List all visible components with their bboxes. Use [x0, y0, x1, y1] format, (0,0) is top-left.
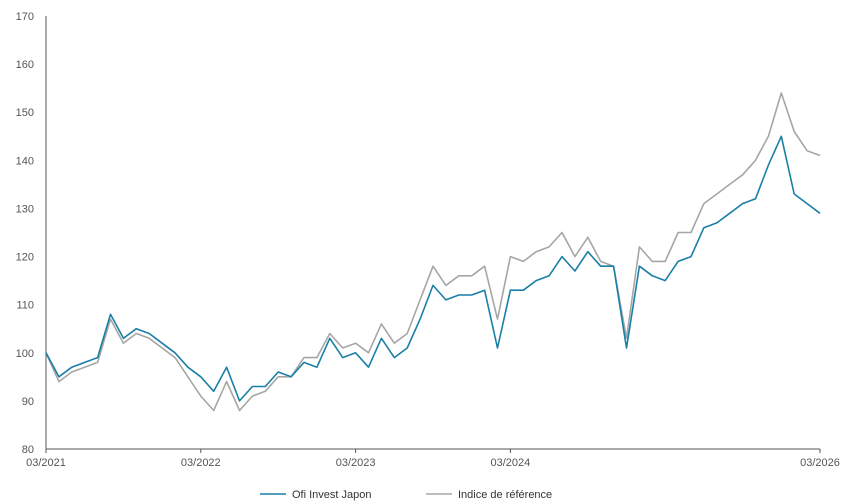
y-tick-label: 120 — [16, 252, 34, 264]
y-tick-label: 170 — [16, 11, 34, 23]
series-line-fund — [45, 135, 821, 402]
series-layer — [45, 92, 821, 412]
y-tick-label: 90 — [22, 396, 34, 408]
x-tick-label: 03/2026 — [800, 457, 840, 469]
x-tick-label: 03/2021 — [26, 457, 66, 469]
y-axis: 80 90 100 110 120 130 140 150 160 170 — [16, 11, 47, 456]
y-tick-label: 80 — [22, 444, 34, 456]
x-tick-label: 03/2024 — [491, 457, 531, 469]
series-line-benchmark — [45, 92, 821, 412]
y-tick-label: 150 — [16, 107, 34, 119]
legend: Ofi Invest Japon Indice de référence — [260, 489, 552, 501]
legend-label-fund: Ofi Invest Japon — [292, 489, 372, 501]
y-tick-label: 140 — [16, 155, 34, 167]
y-tick-label: 130 — [16, 203, 34, 215]
legend-label-benchmark: Indice de référence — [458, 489, 552, 501]
x-tick-label: 03/2023 — [336, 457, 376, 469]
y-tick-label: 160 — [16, 59, 34, 71]
x-axis: 03/2021 03/2022 03/2023 03/2024 03/2026 — [26, 448, 840, 469]
y-tick-label: 110 — [16, 300, 34, 312]
x-tick-label: 03/2022 — [181, 457, 221, 469]
y-tick-label: 100 — [16, 348, 34, 360]
